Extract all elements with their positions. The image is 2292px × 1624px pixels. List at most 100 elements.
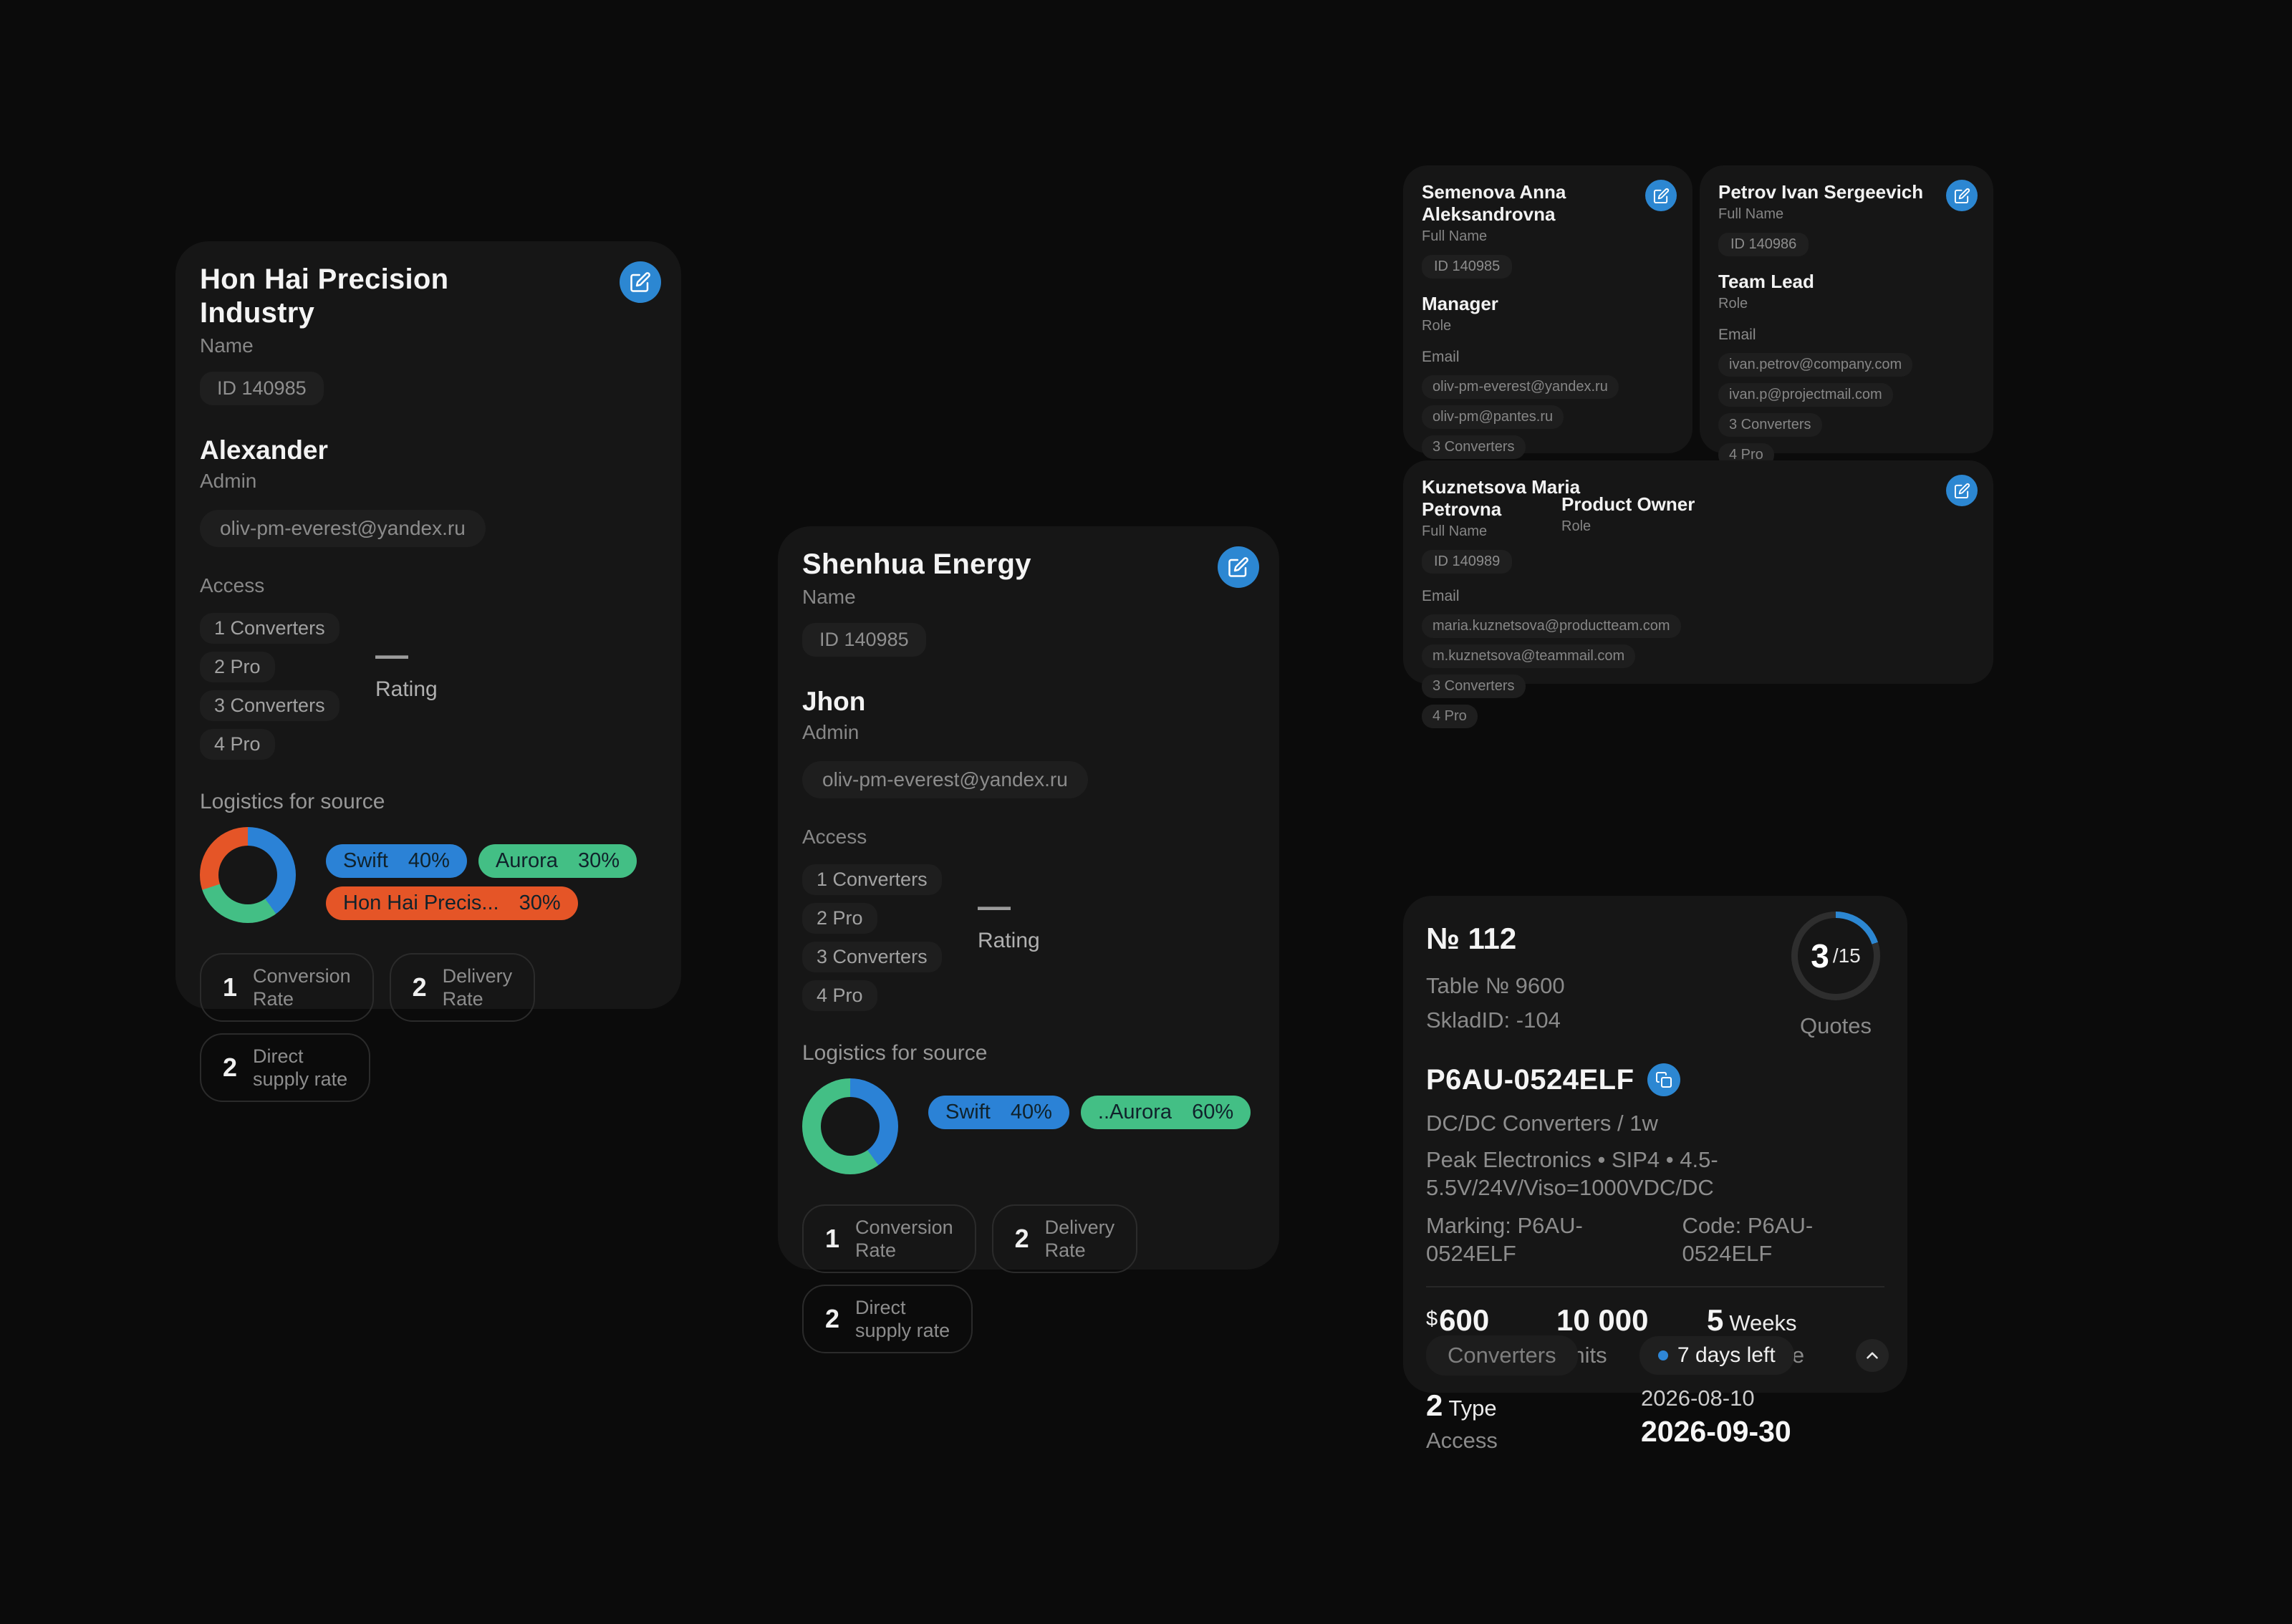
legend-value: 40% bbox=[408, 849, 450, 872]
company-card-shenhua: Shenhua Energy Name ID 140985 Jhon Admin… bbox=[778, 526, 1279, 1353]
part-marking: Marking: P6AU-0524ELF bbox=[1426, 1213, 1583, 1266]
legend-value: 30% bbox=[519, 891, 561, 914]
quotes-progress-ring: 3 /15 bbox=[1791, 912, 1880, 1000]
metric-value: 2 bbox=[412, 972, 427, 1002]
edit-button[interactable] bbox=[1218, 546, 1259, 588]
legend-item: Swift 40% bbox=[928, 1096, 1069, 1129]
admin-role-label: Admin bbox=[802, 721, 860, 743]
legend-item: Aurora 30% bbox=[478, 844, 637, 878]
metric-conversion-rate: 1 Conversion Rate bbox=[200, 953, 374, 1022]
logistics-donut-chart bbox=[200, 827, 296, 923]
rating-block: — Rating bbox=[978, 889, 1040, 953]
metric-value: 2 bbox=[825, 1304, 840, 1333]
admin-role-label: Admin bbox=[200, 470, 257, 492]
access-badge: 4 Pro bbox=[200, 729, 275, 760]
date-start: 2026-08-10 bbox=[1641, 1386, 1755, 1411]
metric-label: Delivery Rate bbox=[442, 965, 513, 1010]
role-label: Role bbox=[1718, 296, 1748, 311]
logistics-donut-chart bbox=[802, 1078, 898, 1174]
quotes-label: Quotes bbox=[1800, 1013, 1872, 1038]
metric-value: 1 bbox=[825, 1224, 840, 1253]
email-section-label: Email bbox=[1718, 327, 1756, 343]
legend-item: Swift 40% bbox=[326, 844, 467, 878]
quotes-total: /15 bbox=[1832, 944, 1861, 967]
admin-name: Jhon bbox=[802, 687, 866, 716]
legend-label: ..Aurora bbox=[1097, 1101, 1173, 1123]
currency-symbol: $ bbox=[1426, 1308, 1438, 1330]
copy-button[interactable] bbox=[1647, 1063, 1680, 1096]
access-badge: 1 Converters bbox=[802, 864, 942, 895]
part-number: P6AU-0524ELF bbox=[1426, 1063, 1634, 1096]
access-badge: 1 Converters bbox=[200, 613, 340, 644]
edit-button[interactable] bbox=[1946, 475, 1978, 506]
legend-value: 60% bbox=[1192, 1101, 1234, 1123]
part-specs: Peak Electronics • SIP4 • 4.5-5.5V/24V/V… bbox=[1426, 1147, 1718, 1200]
person-card-petrov: Petrov Ivan Sergeevich Full Name ID 1409… bbox=[1700, 165, 1993, 467]
legend-item: ..Aurora 60% bbox=[1080, 1096, 1251, 1129]
rating-label: Rating bbox=[978, 929, 1040, 952]
metric-value: 1 bbox=[223, 972, 238, 1002]
company-name-label: Name bbox=[200, 334, 254, 357]
edit-pencil-icon bbox=[1228, 556, 1249, 578]
full-name-label: Full Name bbox=[1422, 523, 1488, 539]
access-badge: 3 Converters bbox=[1422, 675, 1526, 698]
full-name-label: Full Name bbox=[1422, 228, 1488, 244]
role-label: Role bbox=[1561, 518, 1592, 534]
edit-button[interactable] bbox=[1645, 180, 1677, 211]
access-badge: 3 Converters bbox=[802, 942, 942, 972]
quotes-progress: 3 /15 Quotes bbox=[1781, 912, 1890, 1039]
legend-item: Hon Hai Precis... 30% bbox=[326, 886, 578, 920]
donut-legend: Swift 40% Aurora 30% Hon Hai Precis... 3… bbox=[326, 844, 657, 923]
person-role: Team Lead bbox=[1718, 271, 1814, 292]
access-badge: 3 Converters bbox=[1422, 435, 1526, 459]
order-number: № 112 bbox=[1426, 922, 1517, 955]
access-badge: 2 Pro bbox=[200, 652, 275, 682]
chevron-up-icon bbox=[1863, 1346, 1882, 1365]
access-section-label: Access bbox=[802, 826, 867, 848]
legend-label: Swift bbox=[343, 849, 388, 872]
access-badge: 3 Converters bbox=[200, 690, 340, 721]
person-card-kuznetsova: Kuznetsova Maria Petrovna Full Name ID 1… bbox=[1403, 460, 1993, 728]
metrics-list: 1 Conversion Rate 2 Delivery Rate 2 Dire… bbox=[802, 1204, 1203, 1353]
collapse-button[interactable] bbox=[1855, 1339, 1889, 1372]
email-badge: oliv-pm@pantes.ru bbox=[1422, 405, 1564, 429]
company-name: Shenhua Energy bbox=[802, 548, 1031, 580]
email-badge: oliv-pm-everest@yandex.ru bbox=[200, 510, 486, 547]
metric-label: Direct supply rate bbox=[253, 1045, 348, 1090]
legend-label: Aurora bbox=[495, 849, 558, 872]
metric-direct-supply-rate: 2 Direct supply rate bbox=[200, 1033, 371, 1102]
person-full-name: Semenova Anna Aleksandrovna bbox=[1422, 181, 1566, 225]
person-badge-list: maria.kuznetsova@productteam.com m.kuzne… bbox=[1422, 614, 1975, 728]
status-dot-icon bbox=[1657, 1350, 1668, 1360]
email-badge: oliv-pm-everest@yandex.ru bbox=[802, 761, 1088, 798]
edit-button[interactable] bbox=[1946, 180, 1978, 211]
full-name-label: Full Name bbox=[1718, 206, 1784, 222]
divider bbox=[1426, 1286, 1884, 1287]
access-badge: 3 Converters bbox=[1718, 413, 1822, 437]
logistics-section-label: Logistics for source bbox=[802, 1041, 988, 1065]
legend-label: Swift bbox=[945, 1101, 991, 1123]
metric-label: Conversion Rate bbox=[855, 1217, 953, 1261]
legend-value: 30% bbox=[577, 849, 620, 872]
metric-delivery-rate: 2 Delivery Rate bbox=[991, 1204, 1138, 1273]
access-list: 1 Converters 2 Pro 3 Converters 4 Pro bbox=[802, 864, 1255, 1011]
person-role: Product Owner bbox=[1561, 493, 1695, 515]
email-badge: ivan.petrov@company.com bbox=[1718, 353, 1913, 377]
metric-label: Direct supply rate bbox=[855, 1297, 950, 1341]
person-full-name: Kuznetsova Maria Petrovna bbox=[1422, 476, 1581, 520]
part-category: DC/DC Converters / 1w bbox=[1426, 1111, 1658, 1136]
part-code: Code: P6AU-0524ELF bbox=[1682, 1213, 1814, 1266]
company-name: Hon Hai Precision Industry bbox=[200, 264, 449, 329]
edit-pencil-icon bbox=[1954, 483, 1970, 499]
company-id-badge: ID 140985 bbox=[802, 623, 926, 657]
metric-label: Conversion Rate bbox=[253, 965, 351, 1010]
edit-pencil-icon bbox=[1954, 188, 1970, 204]
metric-delivery-rate: 2 Delivery Rate bbox=[389, 953, 536, 1022]
date-end: 2026-09-30 bbox=[1641, 1415, 1791, 1448]
edit-button[interactable] bbox=[620, 261, 661, 303]
date-range: 2026-08-10 2026-09-30 bbox=[1641, 1386, 1791, 1449]
metric-value: 2 bbox=[1014, 1224, 1029, 1253]
rating-block: — Rating bbox=[375, 638, 438, 702]
email-badge: ivan.p@projectmail.com bbox=[1718, 383, 1893, 407]
person-id-badge: ID 140985 bbox=[1422, 255, 1513, 279]
